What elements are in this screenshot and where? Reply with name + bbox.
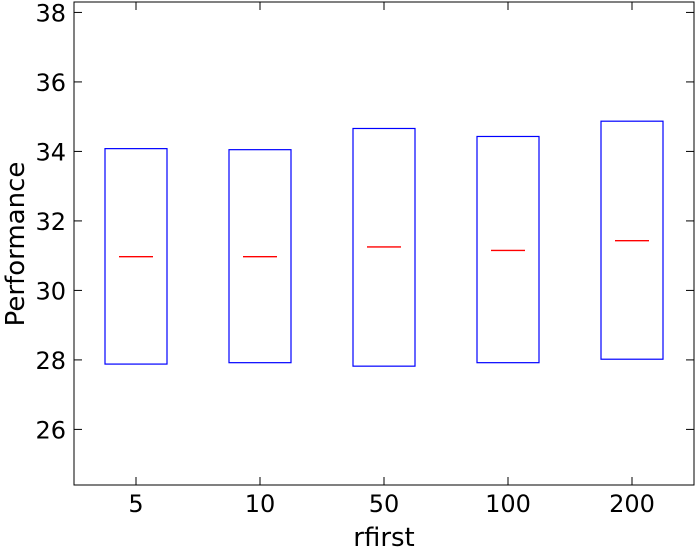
box-5 — [104, 148, 168, 365]
y-tick-label: 32 — [35, 208, 66, 236]
y-axis-title: Performance — [1, 162, 31, 327]
box-100 — [476, 135, 540, 364]
x-axis-title: rfirst — [353, 523, 415, 553]
y-tick-label: 38 — [35, 0, 66, 27]
y-tick-label: 28 — [35, 347, 66, 375]
y-tick-label: 34 — [35, 138, 66, 166]
x-tick-label: 10 — [245, 490, 276, 518]
x-tick-label: 50 — [369, 490, 400, 518]
box-10 — [228, 149, 292, 364]
y-tick-label: 36 — [35, 69, 66, 97]
box-200 — [600, 120, 664, 360]
y-ticks: 26 28 30 32 34 36 38 — [35, 0, 694, 444]
x-tick-label: 200 — [609, 490, 655, 518]
y-tick-label: 26 — [35, 416, 66, 444]
box-50 — [352, 127, 416, 367]
boxes-layer — [104, 120, 664, 367]
x-ticks: 5 10 50 100 200 — [128, 2, 655, 518]
y-tick-label: 30 — [35, 277, 66, 305]
x-tick-label: 5 — [128, 490, 143, 518]
x-tick-label: 100 — [485, 490, 531, 518]
